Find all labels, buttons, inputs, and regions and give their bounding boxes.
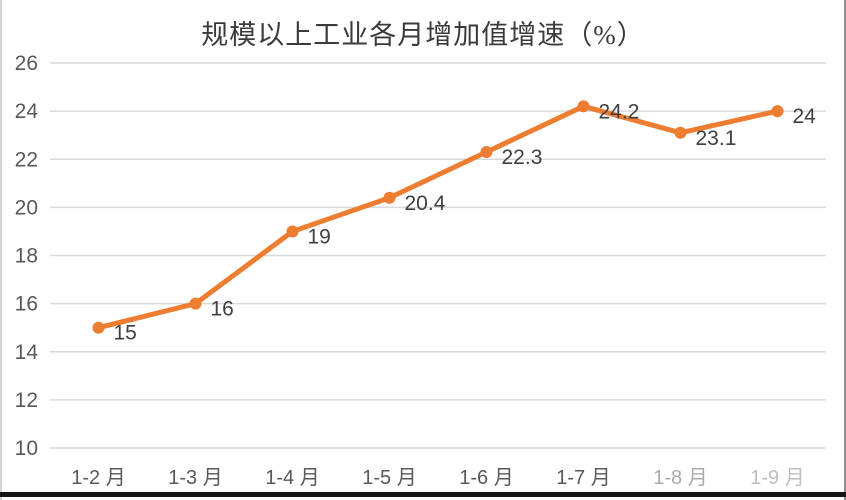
data-point-marker <box>383 191 396 204</box>
x-tick-label: 1-7 月 <box>556 467 610 489</box>
y-tick-label: 22 <box>15 148 38 171</box>
data-point-marker <box>577 100 590 113</box>
x-tick-label: 1-5 月 <box>362 467 416 489</box>
data-point-marker <box>674 126 687 139</box>
data-point-label: 24.2 <box>599 100 640 123</box>
data-point-marker <box>189 297 202 310</box>
frame-border-bottom <box>0 492 846 497</box>
x-tick-label: 1-4 月 <box>265 467 319 489</box>
x-tick-label: 1-2 月 <box>71 467 125 489</box>
y-tick-label: 26 <box>15 52 38 75</box>
frame-border-left <box>0 0 2 500</box>
y-tick-label: 14 <box>15 341 39 364</box>
y-tick-label: 20 <box>15 196 38 219</box>
y-tick-label: 10 <box>15 437 38 460</box>
y-tick-label: 18 <box>15 245 38 268</box>
data-point-label: 20.4 <box>405 192 446 215</box>
data-point-marker <box>92 321 105 334</box>
line-series <box>96 103 780 331</box>
data-point-label: 15 <box>114 322 137 345</box>
data-point-label: 16 <box>211 298 234 321</box>
data-point-label: 22.3 <box>502 146 543 169</box>
chart-title: 规模以上工业各月增加值增速（%） <box>201 20 645 50</box>
x-tick-label: 1-3 月 <box>168 467 222 489</box>
y-tick-label: 24 <box>15 100 39 123</box>
data-point-label: 24 <box>793 105 817 128</box>
x-tick-label: 1-8 月 <box>653 467 707 489</box>
y-tick-label: 16 <box>15 293 38 316</box>
y-tick-label: 12 <box>15 389 38 412</box>
data-point-marker <box>771 105 784 118</box>
data-point-marker <box>480 146 493 159</box>
x-tick-label: 1-9 月 <box>750 467 804 489</box>
frame-border-right <box>844 0 846 500</box>
data-point-label: 23.1 <box>696 127 737 150</box>
x-tick-label: 1-6 月 <box>459 467 513 489</box>
data-point-marker <box>286 225 299 238</box>
data-point-label: 19 <box>308 225 331 248</box>
